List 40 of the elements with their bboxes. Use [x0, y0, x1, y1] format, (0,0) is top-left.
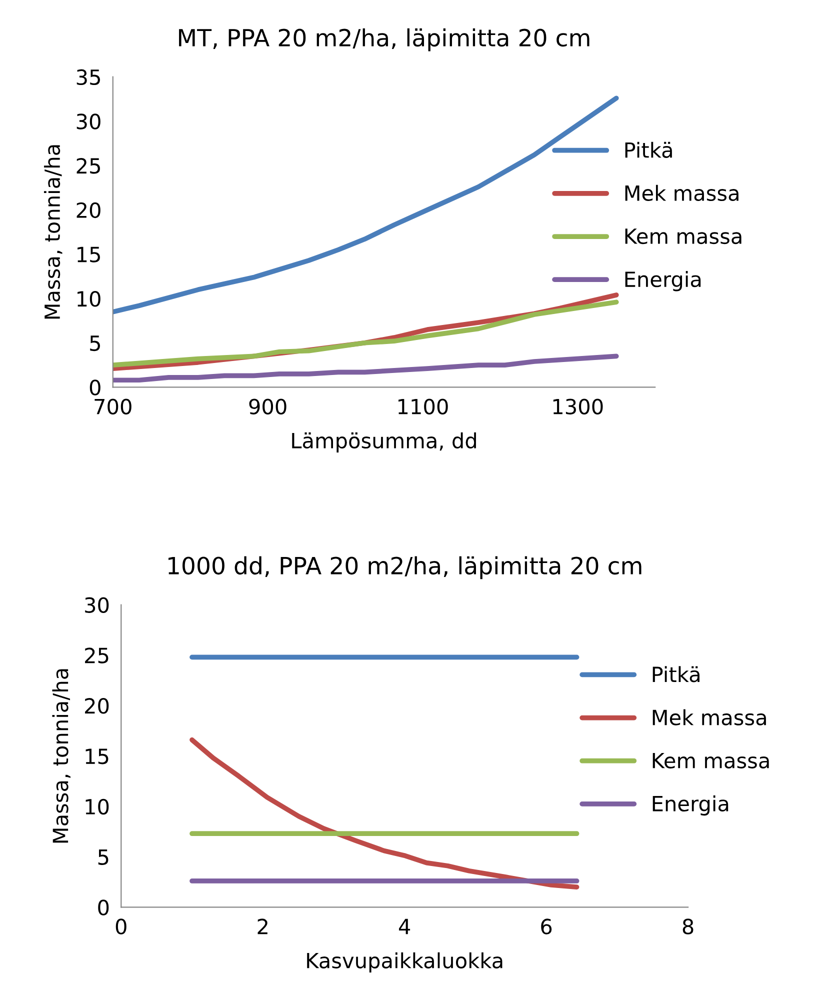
y-tick-label: 10: [78, 290, 100, 307]
legend-label: Kem massa: [652, 752, 769, 768]
y-tick-label: 25: [76, 158, 100, 174]
y-tick-label: 0: [90, 380, 100, 396]
y-tick-label: 35: [76, 69, 100, 86]
legend-label: Energia: [652, 795, 728, 816]
legend-label: Mek massa: [652, 709, 766, 726]
x-tick-label: 1100: [398, 398, 448, 414]
y-tick-label: 10: [86, 798, 109, 815]
legend-label: Pitkä: [625, 142, 672, 158]
chart-title: MT, PPA 20 m2/ha, läpimitta 20 cm: [179, 28, 590, 52]
legend-label: Mek massa: [625, 184, 738, 202]
x-tick-label: 900: [249, 398, 286, 414]
legend-label: Pitkä: [652, 666, 700, 682]
y-tick-label: 30: [76, 114, 100, 130]
x-tick-label: 700: [94, 398, 132, 414]
chart-title: 1000 dd, PPA 20 m2/ha, läpimitta 20 cm: [168, 556, 642, 580]
y-tick-label: 25: [85, 648, 108, 664]
y-axis-title: Massa, tonnia/ha: [44, 145, 62, 319]
legend-label: Energia: [625, 271, 701, 292]
y-tick-label: 30: [85, 597, 109, 613]
legend-label: Kem massa: [625, 228, 742, 244]
y-tick-label: 0: [98, 900, 109, 916]
y-tick-label: 15: [86, 748, 108, 764]
x-tick-label: 0: [116, 918, 126, 934]
line-series: [112, 96, 619, 314]
y-tick-label: 15: [78, 246, 100, 262]
y-tick-label: 5: [98, 850, 108, 865]
x-tick-label: 2: [258, 918, 268, 934]
x-tick-label: 4: [398, 918, 410, 934]
x-axis-title: Lämpösumma, dd: [292, 432, 476, 453]
x-tick-label: 6: [541, 918, 552, 934]
x-axis-title: Kasvupaikkaluokka: [307, 952, 502, 973]
y-tick-label: 20: [76, 202, 100, 218]
line-series: [112, 354, 619, 383]
y-tick-label: 20: [85, 698, 109, 714]
y-axis-title: Massa, tonnia/ha: [52, 669, 70, 843]
y-tick-label: 5: [90, 336, 100, 352]
x-tick-label: 8: [682, 918, 694, 934]
x-tick-label: 1300: [553, 398, 603, 414]
